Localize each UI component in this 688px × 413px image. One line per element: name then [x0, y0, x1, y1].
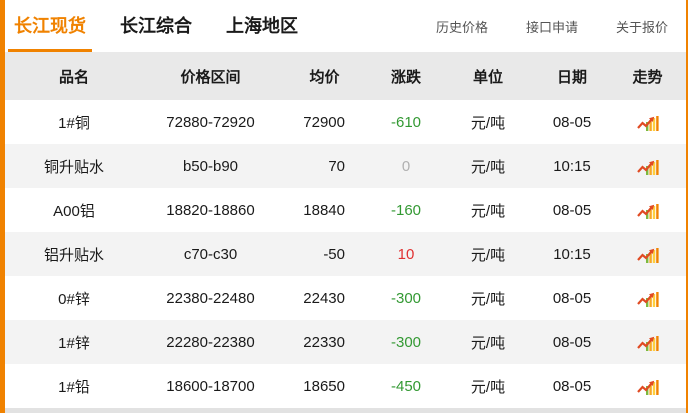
trend-chart-icon[interactable]: [609, 144, 686, 188]
table-row: 1#锌 22280-22380 22330 -300 元/吨 08-05: [5, 320, 686, 364]
top-links: 历史价格 接口申请 关于报价: [436, 0, 686, 52]
header-unit: 单位: [441, 52, 535, 100]
cell-product: 铜升贴水: [43, 158, 104, 176]
cell-price-range: 18600-18700: [166, 377, 255, 395]
header-change: 涨跌: [371, 52, 441, 100]
table-row: 0#锌 22380-22480 22430 -300 元/吨 08-05: [5, 276, 686, 320]
cell-unit: 元/吨: [470, 378, 506, 396]
cell-price-range: 22380-22480: [166, 289, 255, 307]
header-average: 均价: [278, 52, 371, 100]
header-trend: 走势: [609, 52, 686, 100]
cell-product: 0#锌: [58, 290, 90, 308]
cell-date: 08-05: [552, 289, 592, 307]
cell-average: 72900: [303, 113, 345, 131]
header-price-range: 价格区间: [143, 52, 278, 100]
cell-change: -160: [390, 201, 422, 219]
cell-unit: 元/吨: [470, 246, 506, 264]
top-navigation: 长江现货 长江综合 上海地区 历史价格 接口申请 关于报价: [5, 0, 686, 52]
table-row: 1#铜 72880-72920 72900 -610 元/吨 08-05: [5, 100, 686, 144]
cell-average: 18840: [303, 201, 345, 219]
cell-date: 08-05: [552, 333, 592, 351]
cell-unit: 元/吨: [470, 158, 506, 176]
cell-unit: 元/吨: [470, 334, 506, 352]
table-row: 铜升贴水 b50-b90 70 0 元/吨 10:15: [5, 144, 686, 188]
cell-change: -300: [390, 333, 422, 351]
table-row: 铝升贴水 c70-c30 -50 10 元/吨 10:15: [5, 232, 686, 276]
link-api-application[interactable]: 接口申请: [525, 19, 578, 35]
cell-price-range: b50-b90: [182, 157, 239, 175]
tab-changjiang-composite[interactable]: 长江综合: [120, 15, 192, 36]
link-history-prices[interactable]: 历史价格: [435, 19, 488, 35]
cell-change: -300: [390, 289, 422, 307]
trend-chart-icon[interactable]: [609, 320, 686, 364]
cell-price-range: 18820-18860: [166, 201, 255, 219]
trend-chart-icon[interactable]: [609, 100, 686, 144]
header-product: 品名: [5, 52, 143, 100]
cell-price-range: 72880-72920: [166, 113, 255, 131]
cell-average: -50: [323, 245, 345, 263]
cell-date: 08-05: [552, 377, 592, 395]
cell-product: A00铝: [53, 202, 95, 220]
cell-date: 10:15: [553, 157, 591, 175]
cell-product: 1#锌: [58, 334, 90, 352]
table-row: A00铝 18820-18860 18840 -160 元/吨 08-05: [5, 188, 686, 232]
cell-price-range: 22280-22380: [166, 333, 255, 351]
cell-average: 22330: [303, 333, 345, 351]
cell-unit: 元/吨: [470, 290, 506, 308]
cell-change: 0: [401, 157, 411, 175]
cell-date: 10:15: [553, 245, 591, 263]
trend-chart-icon[interactable]: [609, 364, 686, 408]
tab-shanghai-region[interactable]: 上海地区: [226, 15, 298, 36]
cell-date: 08-05: [552, 113, 592, 131]
cell-product: 1#铅: [58, 378, 90, 396]
header-date: 日期: [535, 52, 609, 100]
cell-change: 10: [397, 245, 415, 263]
trend-chart-icon[interactable]: [609, 276, 686, 320]
cell-unit: 元/吨: [470, 202, 506, 220]
bottom-divider: [5, 408, 686, 413]
price-table-body: 1#铜 72880-72920 72900 -610 元/吨 08-05 铜升贴…: [5, 100, 686, 408]
cell-unit: 元/吨: [470, 114, 506, 132]
cell-average: 70: [328, 157, 345, 175]
trend-chart-icon[interactable]: [609, 232, 686, 276]
table-row: 1#铅 18600-18700 18650 -450 元/吨 08-05: [5, 364, 686, 408]
table-header-row: 品名 价格区间 均价 涨跌 单位 日期 走势: [5, 52, 686, 100]
cell-change: -610: [390, 113, 422, 131]
cell-average: 18650: [303, 377, 345, 395]
cell-product: 1#铜: [58, 114, 90, 132]
price-table: 品名 价格区间 均价 涨跌 单位 日期 走势 1#铜 72880-72920 7…: [5, 52, 686, 408]
tab-changjiang-spot[interactable]: 长江现货: [8, 0, 92, 52]
trend-chart-icon[interactable]: [609, 188, 686, 232]
link-about-quotes[interactable]: 关于报价: [615, 19, 668, 35]
cell-average: 22430: [303, 289, 345, 307]
cell-price-range: c70-c30: [183, 245, 238, 263]
cell-product: 铝升贴水: [43, 246, 104, 264]
cell-date: 08-05: [552, 201, 592, 219]
cell-change: -450: [390, 377, 422, 395]
